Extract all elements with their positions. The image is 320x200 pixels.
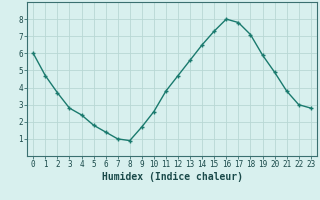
X-axis label: Humidex (Indice chaleur): Humidex (Indice chaleur) [101,172,243,182]
